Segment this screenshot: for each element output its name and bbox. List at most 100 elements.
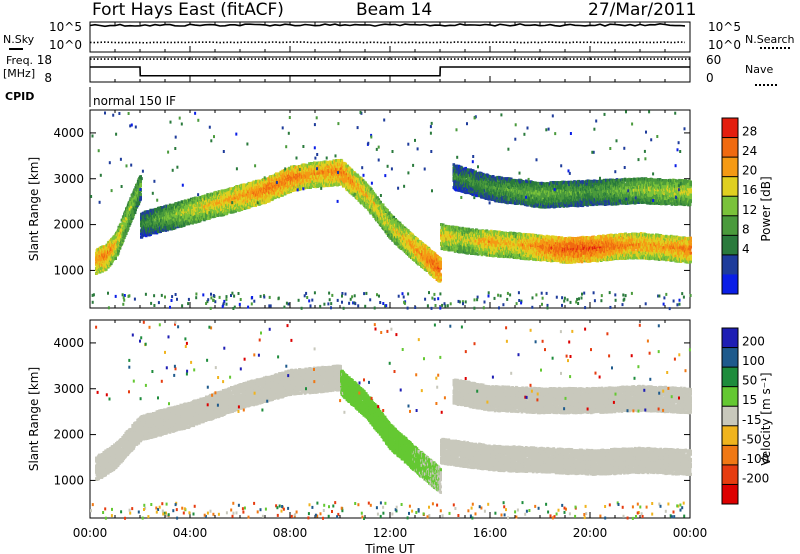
power-cell [113, 247, 117, 250]
y-tick-label: 2000 [53, 218, 84, 232]
power-cell [135, 200, 139, 204]
power-cell [95, 256, 99, 259]
power-cell [228, 196, 232, 200]
power-cell [283, 182, 287, 186]
velocity-ylabel: Slant Range [km] [27, 367, 41, 471]
chart-title: Fort Hays East (fitACF) [92, 0, 284, 20]
power-cell [123, 228, 126, 232]
power-cell [95, 260, 99, 264]
power-cell [344, 162, 347, 166]
power-cell [126, 228, 129, 232]
power-cell [154, 227, 157, 231]
power-cell [123, 234, 127, 237]
cpid-label: CPID [5, 90, 34, 103]
power-cell [193, 198, 196, 202]
power-cell [111, 259, 114, 263]
cpid-program: normal 150 IF [93, 94, 176, 108]
freq-label: Freq. [6, 54, 33, 67]
power-cell [126, 227, 130, 231]
power-cell [135, 205, 139, 209]
power-cell [169, 221, 172, 225]
power-cell [139, 195, 142, 199]
power-colorbar-label: Power [dB] [759, 176, 773, 241]
y-tick-label: 1000 [53, 263, 84, 277]
power-scatter [90, 110, 692, 311]
power-cell [113, 244, 116, 248]
power-cell [133, 211, 137, 215]
power-cell [172, 211, 176, 215]
beam-label: Beam 14 [356, 0, 432, 20]
chart-marks: 00:00 04:00 08:00 12:00 16:00 20:00 00:0010002… [53, 22, 769, 540]
power-cell [159, 230, 162, 233]
noise-right-tick-high: 10^5 [708, 20, 741, 34]
nave-legend-line [755, 84, 777, 86]
power-cell [189, 203, 192, 207]
power-cell [105, 245, 109, 249]
nave-label: Nave [745, 63, 773, 76]
power-cell [121, 239, 125, 243]
power-cell [340, 166, 343, 170]
power-cell [166, 204, 170, 208]
power-cell [240, 194, 243, 198]
power-cell [100, 258, 104, 262]
power-cell [295, 180, 299, 184]
power-cell [139, 182, 142, 185]
x-tick-label: 08:00 [273, 526, 308, 540]
nsearch-label: N.Search [745, 33, 795, 46]
power-cell [123, 235, 126, 239]
power-cell [105, 267, 108, 271]
y-tick-label: 3000 [53, 172, 84, 186]
x-tick-label: 16:00 [473, 526, 508, 540]
date-label: 27/Mar/2011 [588, 0, 696, 20]
power-cell [257, 179, 261, 183]
power-cell [221, 195, 224, 199]
noise-left-tick-low: 10^0 [49, 38, 82, 52]
power-cell [282, 170, 286, 174]
noise-right-tick-low: 10^0 [708, 38, 741, 52]
power-cell [131, 215, 135, 219]
freq-left-tick-low: 8 [44, 71, 52, 85]
power-cell [116, 251, 120, 255]
power-cell [139, 180, 142, 183]
power-cell [217, 201, 221, 205]
power-cell [118, 239, 122, 243]
power-cell [98, 270, 102, 274]
power-cell [105, 243, 109, 247]
x-tick-label: 00:00 [73, 526, 108, 540]
power-cell [139, 175, 142, 179]
power-cell [206, 197, 210, 200]
nsearch-line [89, 41, 686, 44]
power-cell [239, 192, 242, 196]
power-cell [114, 257, 117, 260]
freq-unit-label: [MHz] [3, 67, 35, 80]
power-cell [96, 259, 99, 262]
power-cell [130, 219, 133, 223]
x-tick-label: 04:00 [173, 526, 208, 540]
power-cell [128, 223, 131, 227]
freq-right-tick-high: 60 [706, 53, 721, 67]
x-tick-label: 00:00 [673, 526, 708, 540]
power-cell [186, 215, 189, 219]
power-cell [110, 255, 114, 259]
power-cell [139, 193, 142, 197]
freq-right-tick-low: 0 [706, 71, 714, 85]
x-tick-label: 20:00 [573, 526, 608, 540]
nsky-legend-line [9, 48, 23, 50]
power-cell [120, 242, 124, 246]
frequency-line [90, 66, 690, 77]
power-cell [132, 212, 136, 216]
power-cell [189, 214, 192, 218]
power-cell [118, 232, 121, 236]
power-cell [154, 221, 157, 225]
power-cell [137, 202, 141, 206]
power-cell [134, 208, 137, 212]
power-cell [272, 176, 276, 180]
power-cell [128, 222, 132, 226]
noise-left-tick-high: 10^5 [49, 20, 82, 34]
power-cell [117, 249, 121, 253]
power-cell [115, 236, 119, 240]
power-cell [109, 249, 112, 253]
power-cell [110, 262, 113, 266]
power-cell [139, 197, 142, 201]
